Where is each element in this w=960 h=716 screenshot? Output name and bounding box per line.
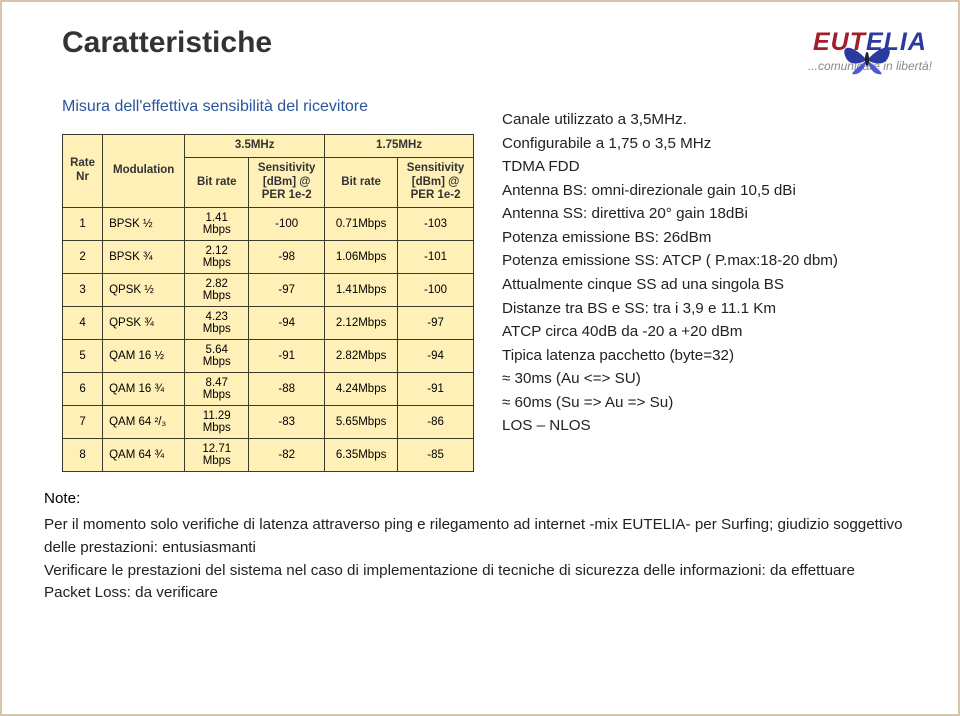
note-line: Per il momento solo verifiche di latenza… — [44, 514, 916, 560]
col-br1: Bit rate — [185, 157, 249, 207]
spec-list: Canale utilizzato a 3,5MHz.Configurabile… — [502, 108, 902, 438]
spec-line: Canale utilizzato a 3,5MHz. — [502, 108, 902, 132]
col-rate: Rate Nr — [63, 135, 103, 208]
cell: QAM 64 ¾ — [103, 439, 185, 472]
table-row: 6QAM 16 ¾8.47 Mbps-884.24Mbps-91 — [63, 373, 474, 406]
note-line: Verificare le prestazioni del sistema ne… — [44, 560, 916, 583]
cell: 2.82Mbps — [325, 340, 398, 373]
cell: -94 — [249, 307, 325, 340]
note-title: Note: — [44, 490, 80, 507]
cell: 3 — [63, 274, 103, 307]
cell: 5 — [63, 340, 103, 373]
cell: QPSK ¾ — [103, 307, 185, 340]
cell: -103 — [398, 208, 474, 241]
cell: 2.12Mbps — [325, 307, 398, 340]
col-sens2: Sensitivity [dBm] @ PER 1e-2 — [398, 157, 474, 207]
cell: 11.29 Mbps — [185, 406, 249, 439]
spec-line: ATCP circa 40dB da -20 a +20 dBm — [502, 320, 902, 344]
spec-line: TDMA FDD — [502, 155, 902, 179]
cell: -98 — [249, 241, 325, 274]
spec-line: Configurabile a 1,75 o 3,5 MHz — [502, 132, 902, 156]
spec-line: ≈ 60ms (Su => Au => Su) — [502, 391, 902, 415]
cell: 2.82 Mbps — [185, 274, 249, 307]
cell: QPSK ½ — [103, 274, 185, 307]
cell: QAM 16 ¾ — [103, 373, 185, 406]
spec-line: Potenza emissione BS: 26dBm — [502, 226, 902, 250]
table-row: 7QAM 64 ²/₃11.29 Mbps-835.65Mbps-86 — [63, 406, 474, 439]
sensitivity-table: Rate Nr Modulation 3.5MHz 1.75MHz Bit ra… — [62, 134, 474, 472]
cell: 1.06Mbps — [325, 241, 398, 274]
cell: -100 — [249, 208, 325, 241]
spec-line: ≈ 30ms (Au <=> SU) — [502, 367, 902, 391]
table-row: 3QPSK ½2.82 Mbps-971.41Mbps-100 — [63, 274, 474, 307]
table-row: 5QAM 16 ½5.64 Mbps-912.82Mbps-94 — [63, 340, 474, 373]
cell: -100 — [398, 274, 474, 307]
note-line: Packet Loss: da verificare — [44, 582, 916, 605]
cell: -101 — [398, 241, 474, 274]
cell: -88 — [249, 373, 325, 406]
spec-line: Potenza emissione SS: ATCP ( P.max:18-20… — [502, 249, 902, 273]
col-br2: Bit rate — [325, 157, 398, 207]
note-body: Per il momento solo verifiche di latenza… — [44, 514, 916, 605]
cell: 6 — [63, 373, 103, 406]
table-row: 1BPSK ½1.41 Mbps-1000.71Mbps-103 — [63, 208, 474, 241]
cell: BPSK ¾ — [103, 241, 185, 274]
spec-line: LOS – NLOS — [502, 414, 902, 438]
cell: -97 — [398, 307, 474, 340]
cell: 0.71Mbps — [325, 208, 398, 241]
cell: 8.47 Mbps — [185, 373, 249, 406]
cell: QAM 16 ½ — [103, 340, 185, 373]
cell: 5.64 Mbps — [185, 340, 249, 373]
cell: 5.65Mbps — [325, 406, 398, 439]
cell: 6.35Mbps — [325, 439, 398, 472]
cell: 4.24Mbps — [325, 373, 398, 406]
subtitle: Misura dell'effettiva sensibilità del ri… — [62, 98, 368, 116]
table-row: 8QAM 64 ¾12.71 Mbps-826.35Mbps-85 — [63, 439, 474, 472]
col-freq1: 3.5MHz — [185, 135, 325, 158]
cell: -82 — [249, 439, 325, 472]
cell: 2.12 Mbps — [185, 241, 249, 274]
slide: EUTELIA ...comunicare in libertà! Caratt… — [0, 0, 960, 716]
cell: -86 — [398, 406, 474, 439]
cell: 2 — [63, 241, 103, 274]
table-row: 2BPSK ¾2.12 Mbps-981.06Mbps-101 — [63, 241, 474, 274]
cell: 8 — [63, 439, 103, 472]
cell: QAM 64 ²/₃ — [103, 406, 185, 439]
cell: -91 — [249, 340, 325, 373]
page-title: Caratteristiche — [62, 26, 272, 60]
cell: 7 — [63, 406, 103, 439]
cell: 12.71 Mbps — [185, 439, 249, 472]
spec-line: Antenna BS: omni-direzionale gain 10,5 d… — [502, 179, 902, 203]
cell: BPSK ½ — [103, 208, 185, 241]
cell: 4.23 Mbps — [185, 307, 249, 340]
table-row: 4QPSK ¾4.23 Mbps-942.12Mbps-97 — [63, 307, 474, 340]
cell: -91 — [398, 373, 474, 406]
spec-line: Tipica latenza pacchetto (byte=32) — [502, 344, 902, 368]
cell: -97 — [249, 274, 325, 307]
cell: -85 — [398, 439, 474, 472]
spec-line: Distanze tra BS e SS: tra i 3,9 e 11.1 K… — [502, 297, 902, 321]
spec-line: Antenna SS: direttiva 20° gain 18dBi — [502, 202, 902, 226]
cell: 1 — [63, 208, 103, 241]
col-sens1: Sensitivity [dBm] @ PER 1e-2 — [249, 157, 325, 207]
cell: 4 — [63, 307, 103, 340]
col-mod: Modulation — [103, 135, 185, 208]
butterfly-icon — [838, 40, 896, 78]
cell: -94 — [398, 340, 474, 373]
cell: 1.41Mbps — [325, 274, 398, 307]
brand-logo: EUTELIA ...comunicare in libertà! — [808, 28, 932, 73]
cell: -83 — [249, 406, 325, 439]
col-freq2: 1.75MHz — [325, 135, 474, 158]
spec-line: Attualmente cinque SS ad una singola BS — [502, 273, 902, 297]
cell: 1.41 Mbps — [185, 208, 249, 241]
